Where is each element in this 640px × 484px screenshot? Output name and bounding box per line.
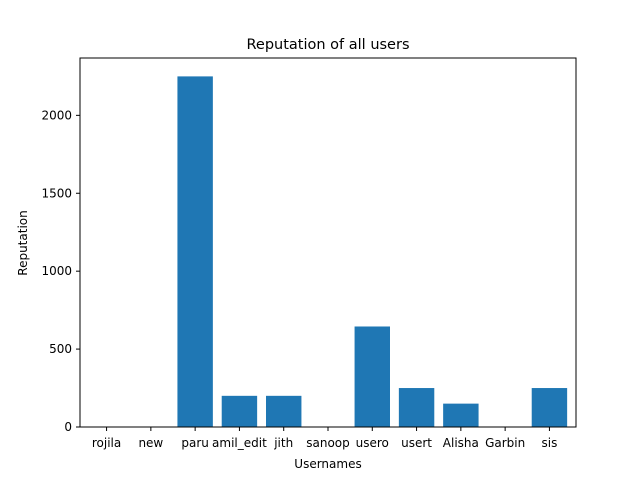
y-tick-label: 1500 [41,186,72,200]
bar-Alisha [443,404,478,427]
x-axis-label: Usernames [294,457,361,471]
bar-amil_edit [222,396,257,427]
bar-usert [399,388,434,427]
y-tick-label: 1000 [41,264,72,278]
x-tick-label: rojila [92,436,121,450]
y-tick-label: 500 [49,342,72,356]
y-tick-label: 2000 [41,108,72,122]
x-tick-label: usero [356,436,389,450]
x-tick-label: amil_edit [212,436,267,450]
x-tick-label: sanoop [306,436,350,450]
x-tick-label: new [138,436,163,450]
bar-paru [177,76,212,427]
x-tick-label: Alisha [443,436,479,450]
bar-jith [266,396,301,427]
chart-title: Reputation of all users [246,37,409,53]
x-tick-label: paru [181,436,209,450]
x-tick-label: sis [542,436,558,450]
x-tick-label: Garbin [485,436,525,450]
y-axis-label: Reputation [16,210,30,275]
x-tick-label: jith [273,436,293,450]
x-tick-label: usert [401,436,432,450]
y-axis: 0 500 1000 1500 2000 [41,108,80,434]
y-tick-label: 0 [64,420,72,434]
plot-frame [80,58,576,427]
bar-usero [355,326,390,427]
bars-group [89,76,567,427]
bar-sis [532,388,567,427]
